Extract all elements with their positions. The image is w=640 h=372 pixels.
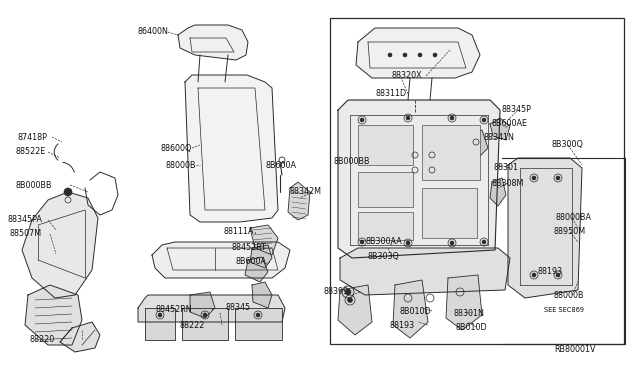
Bar [422, 125, 480, 180]
Circle shape [433, 53, 437, 57]
Polygon shape [338, 100, 500, 258]
Polygon shape [60, 322, 100, 352]
Text: 8B308M: 8B308M [491, 179, 524, 187]
Text: 8B300Q: 8B300Q [551, 141, 583, 150]
Text: 88507M: 88507M [10, 230, 42, 238]
Polygon shape [22, 192, 98, 298]
Polygon shape [393, 280, 428, 338]
Polygon shape [338, 285, 372, 335]
Text: 88600Q: 88600Q [161, 144, 192, 153]
Text: 88452RT: 88452RT [232, 244, 267, 253]
Text: 88000B: 88000B [166, 160, 196, 170]
Text: 8B000BB: 8B000BB [15, 180, 51, 189]
Polygon shape [182, 308, 228, 340]
Circle shape [203, 313, 207, 317]
Polygon shape [250, 225, 278, 255]
Circle shape [450, 241, 454, 245]
Circle shape [556, 273, 560, 277]
Bar [358, 212, 413, 240]
Polygon shape [152, 242, 290, 278]
Text: 88111A: 88111A [224, 228, 255, 237]
Text: 88342M: 88342M [290, 187, 322, 196]
Polygon shape [245, 257, 268, 282]
Text: 88220: 88220 [30, 334, 55, 343]
Circle shape [450, 116, 454, 120]
Bar [422, 188, 477, 238]
Circle shape [482, 240, 486, 244]
Circle shape [360, 118, 364, 122]
Circle shape [418, 53, 422, 57]
Circle shape [406, 116, 410, 120]
Polygon shape [356, 28, 480, 78]
Polygon shape [288, 182, 310, 220]
Polygon shape [185, 75, 278, 222]
Circle shape [158, 313, 162, 317]
Polygon shape [340, 248, 510, 295]
Bar [358, 172, 413, 207]
Circle shape [348, 298, 353, 302]
Polygon shape [508, 158, 582, 298]
Text: 88950M: 88950M [553, 228, 585, 237]
Text: SEE SEC869: SEE SEC869 [544, 307, 584, 313]
Text: 88301N: 88301N [453, 308, 484, 317]
Polygon shape [145, 308, 175, 340]
Polygon shape [178, 25, 248, 60]
Text: 88399: 88399 [323, 288, 348, 296]
Circle shape [406, 241, 410, 245]
Circle shape [482, 118, 486, 122]
Text: 88452RN: 88452RN [155, 305, 191, 314]
Circle shape [532, 176, 536, 180]
Circle shape [256, 313, 260, 317]
Text: 8B600A: 8B600A [266, 160, 297, 170]
Circle shape [360, 240, 364, 244]
Text: 8B303Q: 8B303Q [368, 251, 400, 260]
Text: 88345: 88345 [225, 304, 250, 312]
Polygon shape [490, 178, 506, 206]
Text: 8B300AA: 8B300AA [366, 237, 403, 247]
Text: 88345P: 88345P [502, 106, 532, 115]
Circle shape [403, 53, 407, 57]
Text: 88000B: 88000B [554, 291, 584, 299]
Text: 88345PA: 88345PA [8, 215, 43, 224]
Polygon shape [250, 245, 272, 268]
Text: 88301: 88301 [494, 164, 519, 173]
Text: 8B010D: 8B010D [456, 323, 488, 331]
Text: 88222: 88222 [180, 321, 205, 330]
Bar [330, 18, 624, 344]
Text: 88522E: 88522E [15, 148, 45, 157]
Polygon shape [446, 275, 482, 330]
Text: RB80001V: RB80001V [554, 344, 595, 353]
Polygon shape [190, 292, 215, 318]
Text: 8B000BB: 8B000BB [334, 157, 371, 167]
Polygon shape [138, 295, 285, 322]
Text: 88320X: 88320X [392, 71, 422, 80]
Text: 88000BA: 88000BA [556, 214, 592, 222]
Circle shape [64, 188, 72, 196]
Circle shape [345, 289, 351, 295]
Polygon shape [252, 282, 272, 308]
Text: 8B600AE: 8B600AE [492, 119, 528, 128]
Text: 88311D: 88311D [376, 90, 407, 99]
Text: 88193: 88193 [538, 267, 563, 276]
Polygon shape [25, 285, 82, 345]
Text: 8B010D: 8B010D [400, 307, 431, 315]
Text: 8B600A: 8B600A [236, 257, 267, 266]
Circle shape [556, 176, 560, 180]
Polygon shape [465, 130, 488, 158]
Circle shape [388, 53, 392, 57]
Text: 88193: 88193 [390, 321, 415, 330]
Text: 87418P: 87418P [18, 132, 48, 141]
Text: 88341N: 88341N [484, 134, 515, 142]
Polygon shape [235, 308, 282, 340]
Circle shape [532, 273, 536, 277]
Bar [358, 125, 413, 165]
Polygon shape [490, 118, 510, 140]
Text: 86400N: 86400N [137, 28, 168, 36]
